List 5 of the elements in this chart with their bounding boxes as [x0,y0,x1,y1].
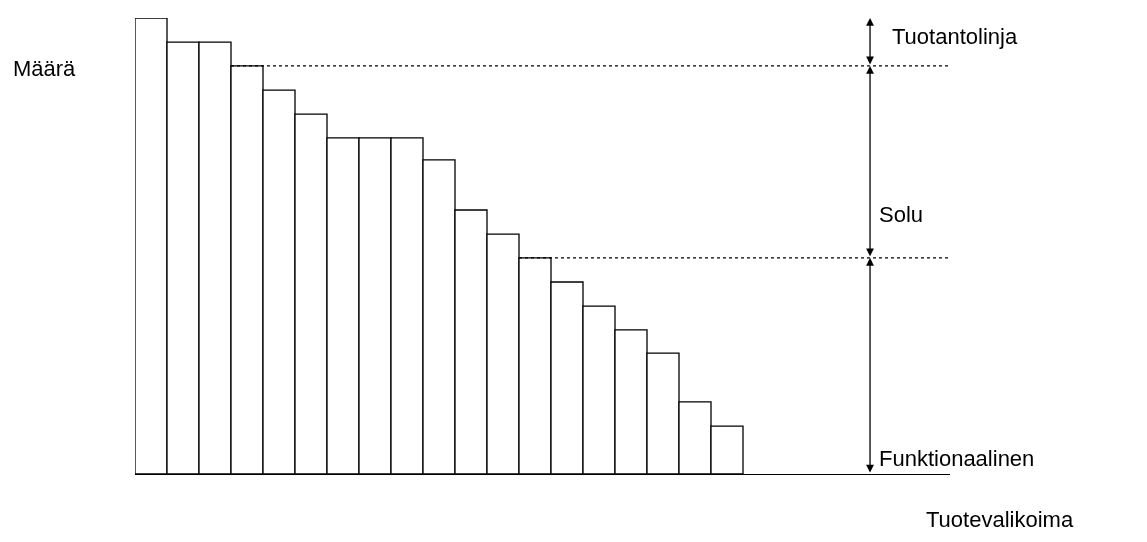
text: Tuotantolinja [892,24,1018,49]
text: Solu [879,202,924,227]
text: Tuotevalikoima [926,507,1074,532]
y-axis-title: Määrä [13,56,77,81]
text: Funktionaalinen [879,446,1035,471]
